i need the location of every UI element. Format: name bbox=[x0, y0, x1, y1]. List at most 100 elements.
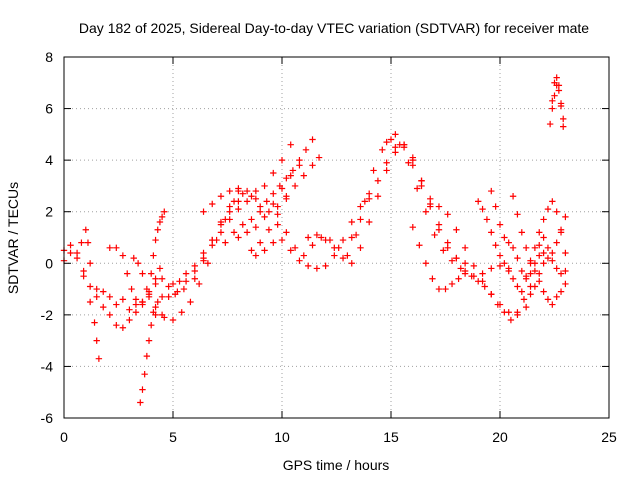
data-point bbox=[217, 221, 225, 228]
y-tick-label: 2 bbox=[45, 204, 53, 220]
data-point bbox=[252, 195, 260, 203]
data-point bbox=[217, 229, 225, 236]
series-track-4 bbox=[106, 244, 164, 308]
data-point bbox=[158, 293, 166, 301]
data-point bbox=[536, 270, 543, 277]
data-point bbox=[509, 275, 517, 282]
data-point bbox=[248, 193, 255, 200]
data-point bbox=[366, 195, 373, 203]
data-point bbox=[302, 146, 310, 154]
y-tick-label: -6 bbox=[41, 410, 54, 426]
series-track-16 bbox=[348, 141, 512, 280]
data-point bbox=[540, 216, 547, 223]
data-point bbox=[182, 270, 190, 277]
data-point bbox=[86, 260, 94, 267]
data-point bbox=[165, 293, 172, 301]
data-point bbox=[283, 229, 290, 236]
data-point bbox=[239, 221, 246, 228]
series-track-19 bbox=[475, 198, 525, 295]
data-point bbox=[261, 182, 268, 190]
data-point bbox=[488, 229, 495, 236]
data-point bbox=[248, 247, 255, 254]
data-point bbox=[204, 260, 212, 267]
data-point bbox=[106, 244, 113, 252]
data-point bbox=[270, 239, 277, 246]
data-point bbox=[494, 301, 502, 308]
series-track-17 bbox=[383, 131, 530, 319]
data-point bbox=[514, 211, 521, 218]
data-point bbox=[361, 198, 369, 205]
data-point bbox=[527, 291, 534, 298]
data-point bbox=[67, 249, 74, 257]
data-point bbox=[222, 216, 229, 223]
data-point bbox=[531, 267, 539, 275]
data-point bbox=[113, 321, 120, 329]
data-point bbox=[154, 226, 161, 233]
data-point bbox=[300, 252, 307, 259]
data-point bbox=[134, 260, 142, 267]
data-point bbox=[169, 280, 177, 288]
data-point bbox=[453, 226, 460, 233]
series-track-9 bbox=[200, 141, 294, 215]
series-track-2 bbox=[60, 242, 103, 362]
data-point bbox=[509, 244, 517, 252]
data-point bbox=[148, 270, 155, 277]
data-point bbox=[344, 252, 351, 259]
series-track-7 bbox=[152, 190, 290, 324]
data-point bbox=[501, 234, 508, 241]
data-point bbox=[553, 293, 560, 301]
y-tick-label: 4 bbox=[45, 152, 53, 168]
data-point bbox=[152, 303, 159, 311]
data-point bbox=[322, 262, 329, 270]
x-tick-labels: 0 5 10 15 20 25 bbox=[60, 429, 617, 445]
data-point bbox=[557, 226, 565, 233]
data-point bbox=[161, 208, 168, 215]
data-point bbox=[422, 260, 430, 267]
data-point bbox=[444, 239, 451, 246]
series-track-20 bbox=[488, 187, 547, 282]
x-tick-label: 5 bbox=[169, 429, 177, 445]
data-point bbox=[492, 203, 499, 210]
data-point bbox=[479, 205, 486, 213]
series-track-13 bbox=[252, 190, 373, 272]
data-point bbox=[527, 260, 534, 267]
data-point bbox=[440, 247, 447, 254]
data-point bbox=[514, 309, 521, 316]
data-point bbox=[180, 285, 188, 293]
data-point bbox=[496, 221, 504, 228]
data-point bbox=[546, 120, 554, 128]
data-point bbox=[522, 303, 530, 311]
data-point bbox=[444, 211, 451, 218]
data-point bbox=[374, 177, 382, 184]
data-point bbox=[507, 316, 515, 324]
data-point bbox=[113, 301, 120, 308]
data-point bbox=[488, 187, 495, 195]
data-point bbox=[457, 265, 464, 272]
data-point bbox=[309, 136, 316, 143]
series-track-14 bbox=[274, 136, 464, 272]
data-point bbox=[461, 260, 469, 267]
data-point bbox=[252, 223, 260, 231]
data-point bbox=[278, 156, 286, 164]
data-point bbox=[296, 162, 303, 169]
data-point bbox=[86, 298, 94, 306]
data-point bbox=[287, 172, 294, 179]
data-point bbox=[514, 283, 521, 290]
data-point bbox=[518, 229, 525, 236]
data-point bbox=[119, 296, 127, 303]
data-point bbox=[418, 182, 425, 190]
data-point bbox=[84, 239, 92, 246]
data-point bbox=[339, 254, 347, 262]
data-point bbox=[124, 270, 131, 277]
data-point bbox=[226, 187, 233, 195]
series-track-5 bbox=[130, 208, 168, 293]
series-track-8 bbox=[169, 198, 242, 288]
data-point bbox=[226, 208, 233, 215]
data-point bbox=[553, 239, 560, 246]
data-point bbox=[309, 162, 316, 169]
data-point bbox=[383, 138, 390, 146]
data-point bbox=[562, 213, 569, 221]
data-point bbox=[461, 244, 469, 252]
data-point bbox=[217, 193, 225, 200]
data-point bbox=[126, 306, 133, 313]
